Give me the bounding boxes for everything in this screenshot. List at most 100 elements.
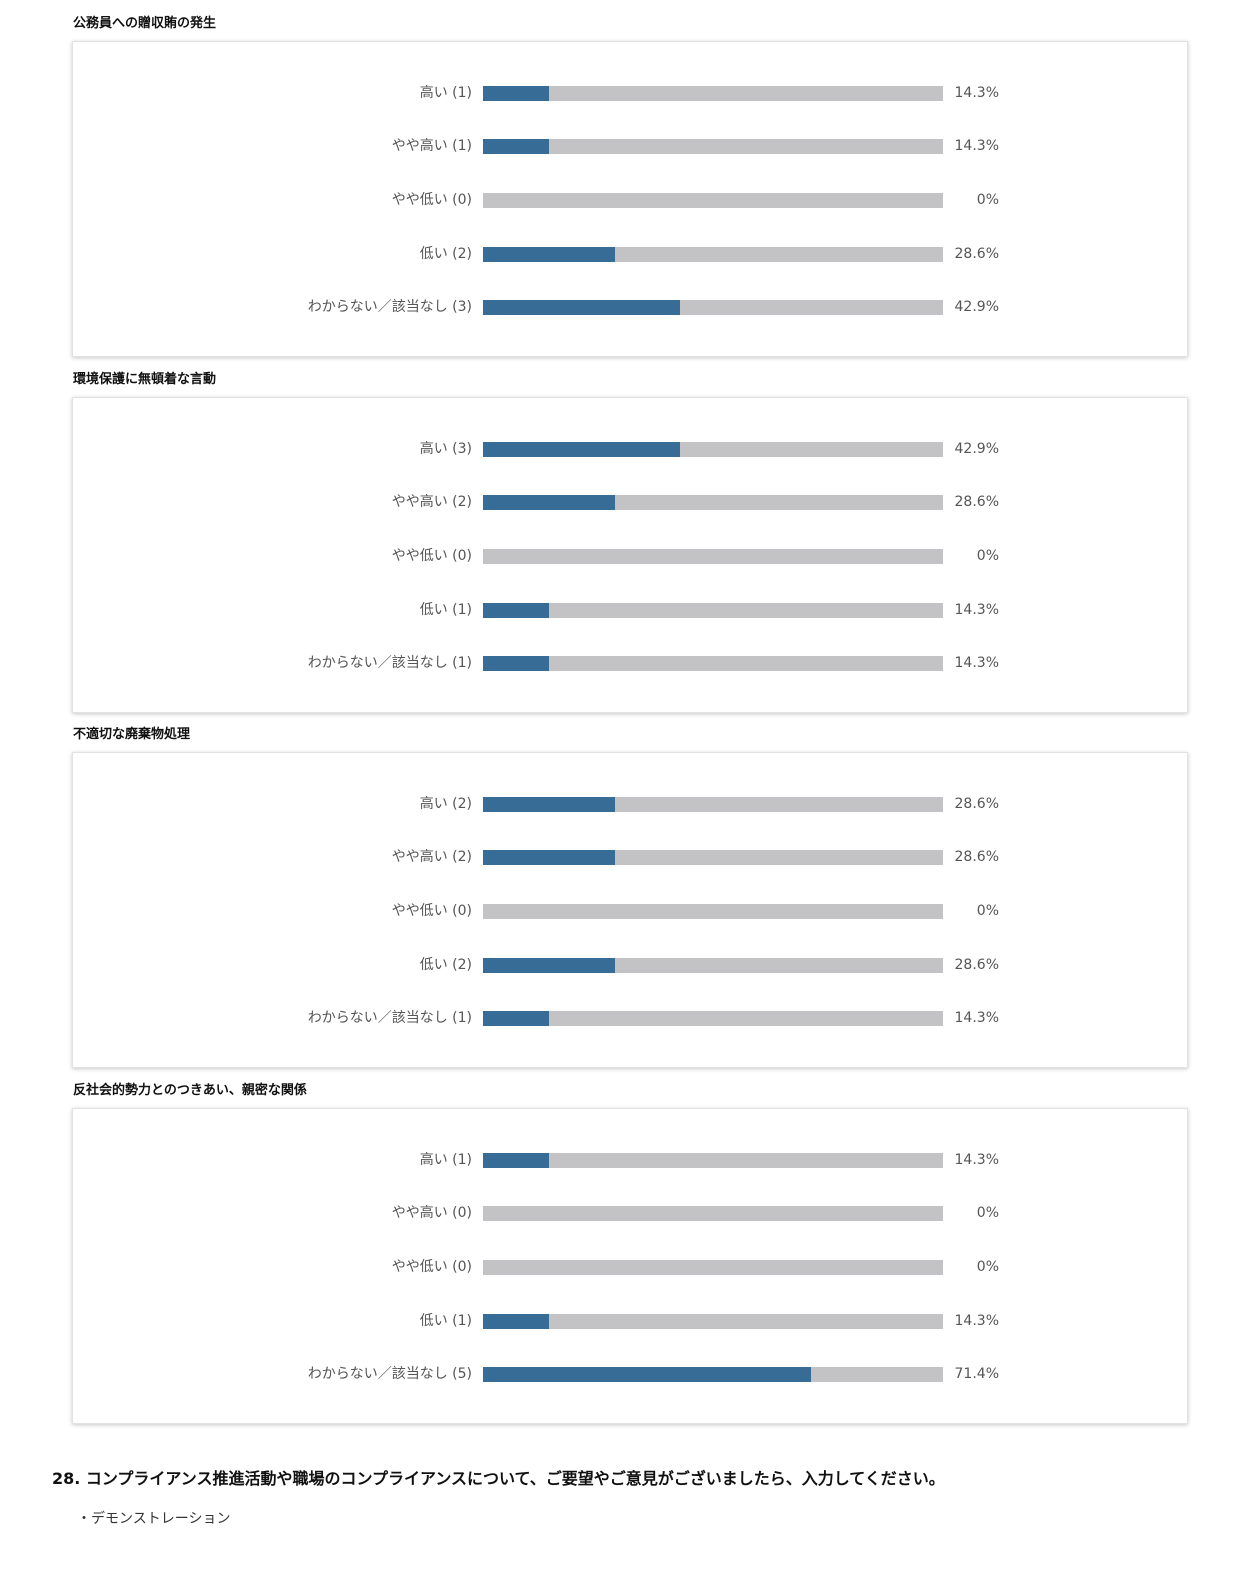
bar-track	[483, 139, 943, 154]
bar-row: やや高い (0) 0%	[73, 1204, 1187, 1222]
bar-track	[483, 549, 943, 564]
bar-label: やや低い (0)	[391, 1259, 472, 1275]
bar-row: 高い (2) 28.6%	[73, 795, 1187, 813]
bar-value-label: 28.6%	[954, 246, 999, 262]
bar-value-label: 28.6%	[954, 957, 999, 973]
chart-panel: 高い (1) 14.3% やや高い (0) 0% やや低い (0) 0% 低い (1) 14.…	[72, 1108, 1188, 1424]
bar-track	[483, 442, 943, 457]
bar-value-label: 0%	[976, 1205, 999, 1221]
bar-track	[483, 300, 943, 315]
bar-fill	[483, 797, 615, 812]
bar-label: やや高い (1)	[391, 138, 472, 154]
bar-track	[483, 904, 943, 919]
bar-label: 低い (1)	[419, 1313, 472, 1329]
bar-row: やや低い (0) 0%	[73, 902, 1187, 920]
bar-track	[483, 1260, 943, 1275]
bar-value-label: 14.3%	[954, 138, 999, 154]
bar-track	[483, 958, 943, 973]
bar-label: わからない／該当なし (1)	[307, 655, 472, 671]
bar-fill	[483, 86, 549, 101]
bar-fill	[483, 603, 549, 618]
bar-track	[483, 86, 943, 101]
bar-label: やや低い (0)	[391, 903, 472, 919]
bar-value-label: 0%	[976, 1259, 999, 1275]
bar-track	[483, 495, 943, 510]
chart-title: 不適切な廃棄物処理	[73, 727, 191, 742]
chart-panel: 高い (3) 42.9% やや高い (2) 28.6% やや低い (0) 0% 低い (1)…	[72, 397, 1188, 713]
bar-fill	[483, 656, 549, 671]
bar-track	[483, 1314, 943, 1329]
bar-fill	[483, 1011, 549, 1026]
chart-panel: 高い (1) 14.3% やや高い (1) 14.3% やや低い (0) 0% 低い (2)…	[72, 41, 1188, 357]
bar-row: わからない／該当なし (5) 71.4%	[73, 1365, 1187, 1383]
chart-title: 環境保護に無頓着な言動	[73, 372, 217, 387]
bar-track	[483, 656, 943, 671]
bar-fill	[483, 139, 549, 154]
bar-value-label: 28.6%	[954, 849, 999, 865]
bar-fill	[483, 1153, 549, 1168]
bar-value-label: 14.3%	[954, 655, 999, 671]
bar-label: やや高い (0)	[391, 1205, 472, 1221]
bar-row: 高い (1) 14.3%	[73, 1151, 1187, 1169]
bar-value-label: 14.3%	[954, 602, 999, 618]
bar-row: わからない／該当なし (3) 42.9%	[73, 298, 1187, 316]
bar-fill	[483, 495, 615, 510]
bar-label: やや高い (2)	[391, 849, 472, 865]
bar-label: 低い (2)	[419, 957, 472, 973]
bar-label: 低い (2)	[419, 246, 472, 262]
bar-value-label: 14.3%	[954, 85, 999, 101]
bar-fill	[483, 1367, 811, 1382]
bar-row: やや低い (0) 0%	[73, 1258, 1187, 1276]
bar-label: 低い (1)	[419, 602, 472, 618]
bar-row: 高い (3) 42.9%	[73, 440, 1187, 458]
bar-row: やや低い (0) 0%	[73, 191, 1187, 209]
bar-label: わからない／該当なし (5)	[307, 1366, 472, 1382]
bar-track	[483, 850, 943, 865]
bar-fill	[483, 300, 680, 315]
bar-fill	[483, 247, 615, 262]
bar-fill	[483, 850, 615, 865]
bar-track	[483, 1206, 943, 1221]
bar-value-label: 14.3%	[954, 1010, 999, 1026]
bar-value-label: 42.9%	[954, 441, 999, 457]
bar-row: やや高い (2) 28.6%	[73, 848, 1187, 866]
bar-track	[483, 1153, 943, 1168]
bar-row: 低い (2) 28.6%	[73, 956, 1187, 974]
bar-track	[483, 247, 943, 262]
bar-value-label: 0%	[976, 548, 999, 564]
bar-row: 高い (1) 14.3%	[73, 84, 1187, 102]
bar-value-label: 28.6%	[954, 494, 999, 510]
question-answer: ・デモンストレーション	[77, 1511, 231, 1527]
bar-value-label: 14.3%	[954, 1152, 999, 1168]
bar-fill	[483, 958, 615, 973]
bar-label: 高い (1)	[419, 85, 472, 101]
bar-track	[483, 603, 943, 618]
bar-row: やや高い (1) 14.3%	[73, 137, 1187, 155]
bar-value-label: 0%	[976, 903, 999, 919]
chart-title: 公務員への贈収賄の発生	[73, 16, 217, 31]
bar-track	[483, 1011, 943, 1026]
bar-row: わからない／該当なし (1) 14.3%	[73, 654, 1187, 672]
bar-label: わからない／該当なし (3)	[307, 299, 472, 315]
bar-label: やや低い (0)	[391, 192, 472, 208]
bar-row: 低い (1) 14.3%	[73, 1312, 1187, 1330]
question-title: 28. コンプライアンス推進活動や職場のコンプライアンスについて、ご要望やご意見…	[52, 1469, 945, 1488]
bar-label: やや高い (2)	[391, 494, 472, 510]
bar-value-label: 0%	[976, 192, 999, 208]
bar-value-label: 14.3%	[954, 1313, 999, 1329]
bar-track	[483, 1367, 943, 1382]
chart-panel: 高い (2) 28.6% やや高い (2) 28.6% やや低い (0) 0% 低い (2)…	[72, 752, 1188, 1068]
bar-row: わからない／該当なし (1) 14.3%	[73, 1009, 1187, 1027]
bar-value-label: 28.6%	[954, 796, 999, 812]
bar-track	[483, 193, 943, 208]
bar-value-label: 71.4%	[954, 1366, 999, 1382]
bar-track	[483, 797, 943, 812]
bar-label: やや低い (0)	[391, 548, 472, 564]
bar-value-label: 42.9%	[954, 299, 999, 315]
bar-label: 高い (1)	[419, 1152, 472, 1168]
bar-row: 低い (1) 14.3%	[73, 601, 1187, 619]
chart-title: 反社会的勢力とのつきあい、親密な関係	[73, 1083, 307, 1098]
bar-fill	[483, 442, 680, 457]
bar-row: やや高い (2) 28.6%	[73, 493, 1187, 511]
bar-row: やや低い (0) 0%	[73, 547, 1187, 565]
